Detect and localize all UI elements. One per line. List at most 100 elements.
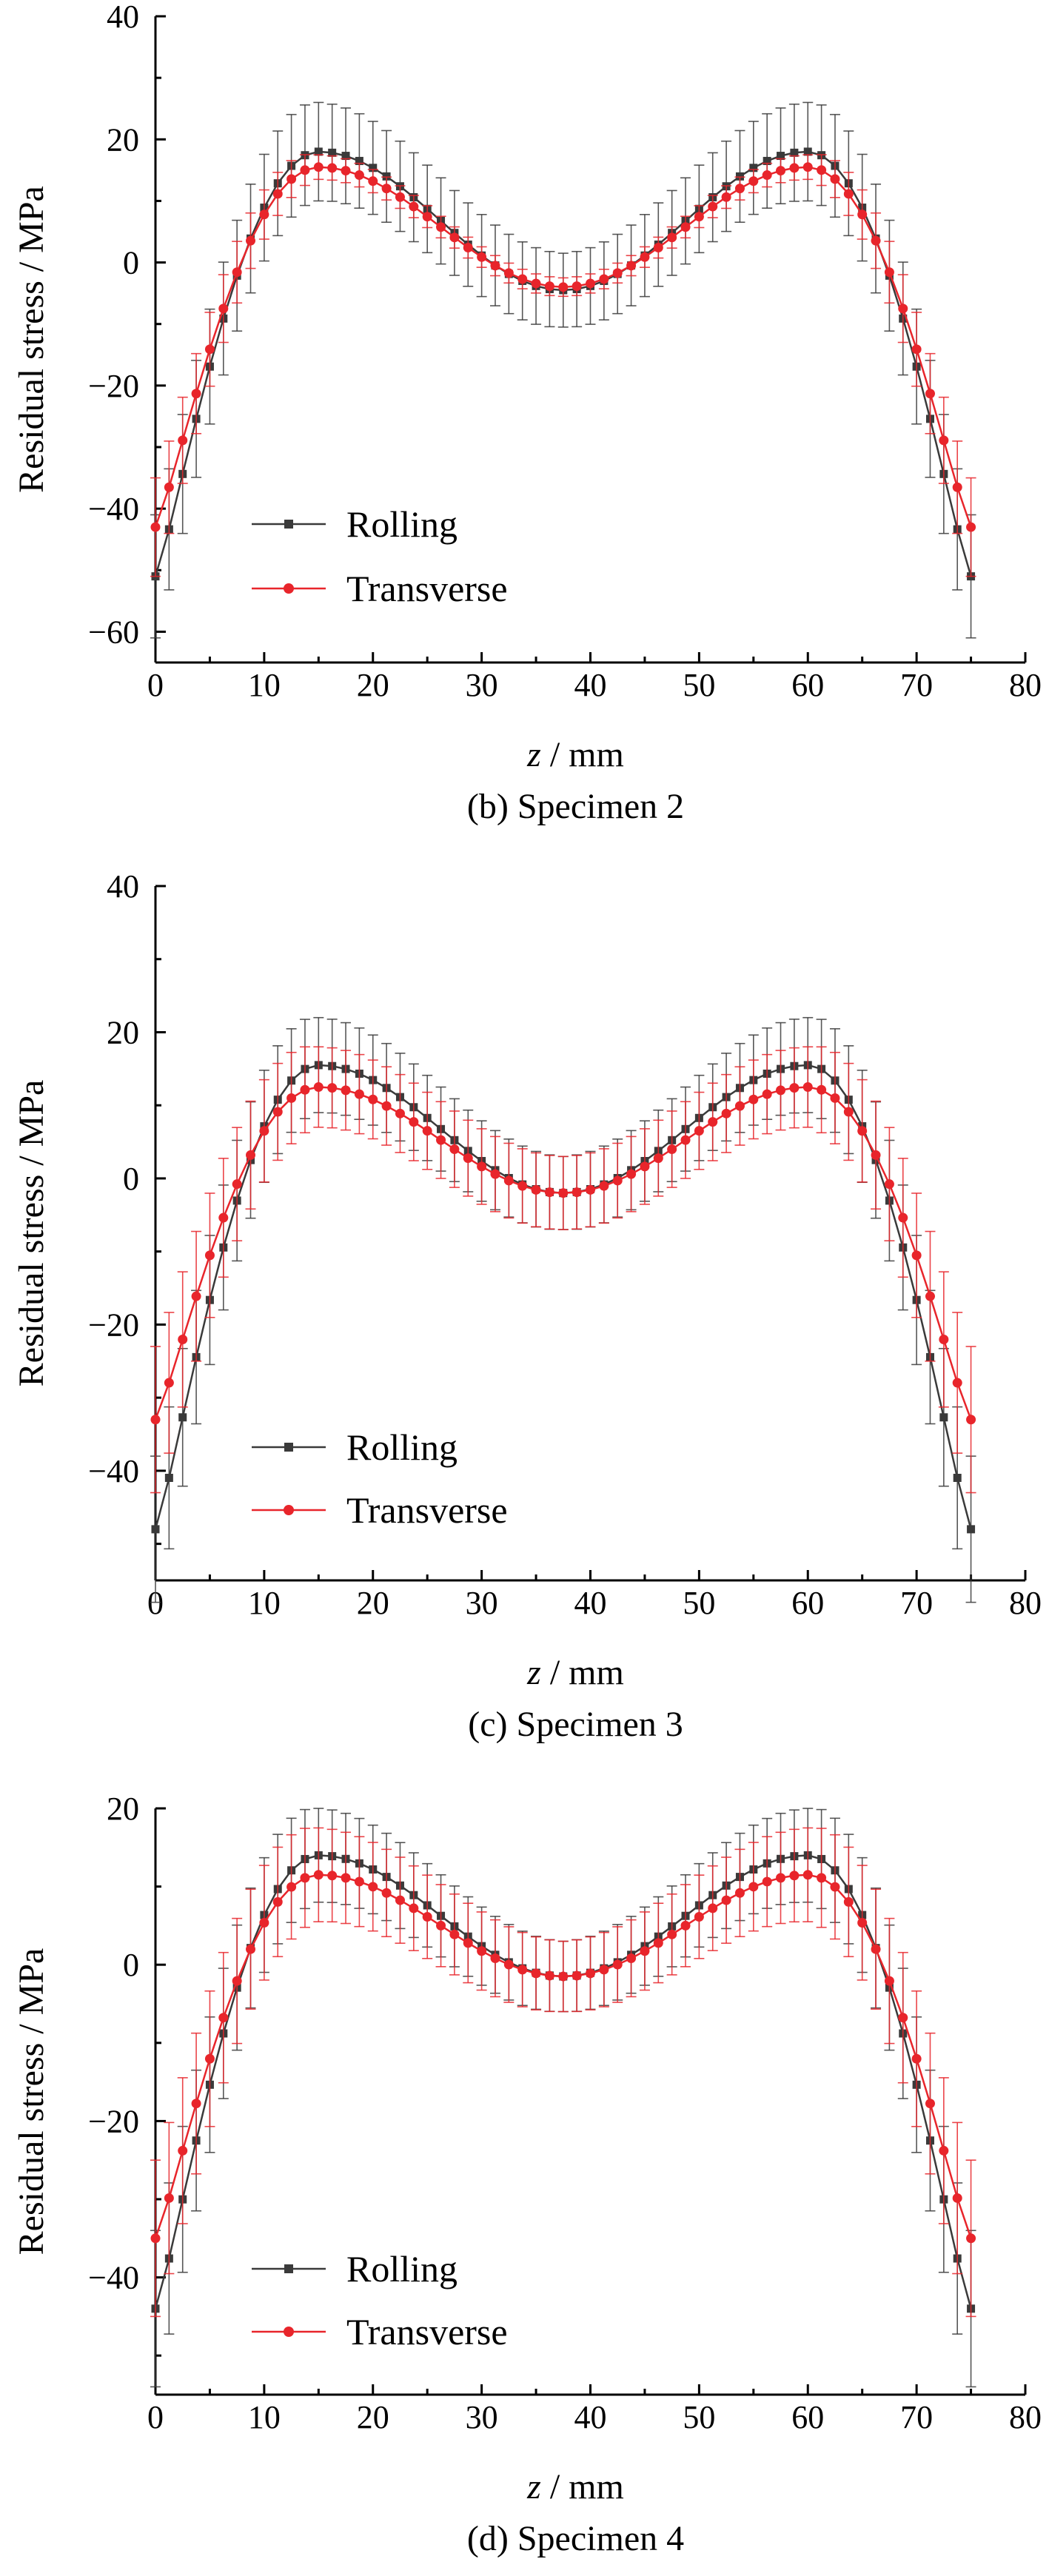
data-point (150, 522, 161, 532)
data-point (667, 1144, 677, 1155)
data-point (503, 1175, 514, 1186)
data-point (817, 165, 827, 175)
y-tick-label: 20 (107, 1014, 139, 1050)
data-point (409, 1117, 419, 1127)
data-point (246, 1944, 256, 1954)
data-point (749, 164, 758, 172)
data-point (911, 2053, 922, 2064)
data-point (694, 212, 704, 222)
data-point (368, 176, 378, 187)
data-point (463, 242, 473, 252)
data-point (911, 344, 922, 355)
series-rolling (150, 101, 976, 639)
series-rolling (150, 1808, 976, 2388)
data-point (300, 1084, 310, 1095)
x-tick-label: 30 (466, 2399, 498, 2435)
data-point (735, 172, 744, 181)
legend-marker (284, 583, 294, 594)
data-point (911, 1250, 922, 1261)
data-point (204, 344, 215, 355)
data-point (232, 1976, 242, 1986)
data-point (694, 1911, 704, 1922)
x-axis-title: z / mm (526, 1653, 624, 1692)
data-point (369, 164, 378, 172)
data-point (802, 162, 813, 172)
x-tick-label: 60 (791, 2399, 824, 2435)
data-point (572, 281, 582, 292)
data-point (762, 1876, 772, 1887)
data-point (952, 1378, 962, 1388)
data-point (789, 163, 800, 173)
x-axis-title: z / mm (526, 2467, 624, 2506)
data-point (436, 1920, 446, 1931)
data-point (612, 1959, 623, 1970)
data-point (898, 2013, 908, 2023)
data-point (748, 1882, 759, 1892)
data-point (178, 1334, 188, 1344)
data-point (150, 2233, 161, 2244)
x-tick-label: 50 (683, 667, 715, 703)
data-point (355, 156, 363, 165)
data-point (680, 1135, 691, 1145)
data-point (381, 184, 392, 194)
y-axis-title: Residual stress / MPa (12, 186, 51, 493)
data-point (164, 1378, 174, 1388)
x-tick-label: 0 (147, 667, 164, 703)
legend-label-rolling: Rolling (346, 503, 458, 545)
data-point (381, 1888, 392, 1898)
data-point (884, 267, 894, 278)
data-point (789, 1871, 800, 1881)
x-tick-label: 50 (683, 2399, 715, 2435)
data-point (191, 2099, 201, 2109)
data-point (341, 1085, 351, 1096)
data-point (857, 1126, 868, 1136)
data-point (708, 1903, 718, 1913)
data-point (272, 189, 283, 199)
data-point (640, 252, 650, 262)
data-point (966, 522, 976, 532)
data-point (422, 1126, 432, 1136)
data-point (422, 1911, 432, 1922)
data-point (586, 1184, 595, 1195)
data-point (925, 389, 935, 399)
data-point (218, 1212, 229, 1223)
data-point (544, 1187, 554, 1198)
x-tick-label: 80 (1009, 1585, 1042, 1621)
data-point (803, 147, 812, 156)
data-point (857, 209, 868, 220)
x-tick-label: 60 (791, 667, 824, 703)
data-point (966, 2233, 976, 2244)
data-point (218, 303, 229, 314)
x-tick-label: 80 (1009, 2399, 1042, 2435)
data-point (531, 278, 541, 289)
data-point (626, 1169, 637, 1179)
data-point (232, 1179, 242, 1190)
data-point (830, 1882, 840, 1892)
x-tick-label: 40 (574, 667, 607, 703)
y-tick-label: −20 (88, 1307, 139, 1343)
data-point (939, 2145, 949, 2156)
x-tick-label: 30 (466, 667, 498, 703)
data-point (871, 1944, 881, 1954)
x-tick-label: 70 (900, 667, 933, 703)
data-point (164, 1473, 173, 1482)
data-point (734, 1101, 745, 1111)
data-point (354, 1876, 364, 1887)
data-point (449, 1929, 460, 1939)
y-tick-label: −40 (88, 2260, 139, 2296)
data-point (503, 1959, 514, 1970)
data-point (572, 1187, 582, 1198)
data-point (817, 1873, 827, 1883)
y-tick-label: 40 (107, 868, 139, 905)
data-point (777, 152, 785, 161)
data-point (763, 156, 771, 165)
data-point (204, 2053, 215, 2064)
panel-caption: (b) Specimen 2 (467, 787, 684, 826)
data-point (967, 1525, 976, 1534)
data-point (558, 1971, 569, 1982)
data-point (925, 2099, 935, 2109)
y-axis-title: Residual stress / MPa (12, 1948, 51, 2255)
x-tick-label: 70 (900, 2399, 933, 2435)
data-point (830, 1093, 840, 1103)
